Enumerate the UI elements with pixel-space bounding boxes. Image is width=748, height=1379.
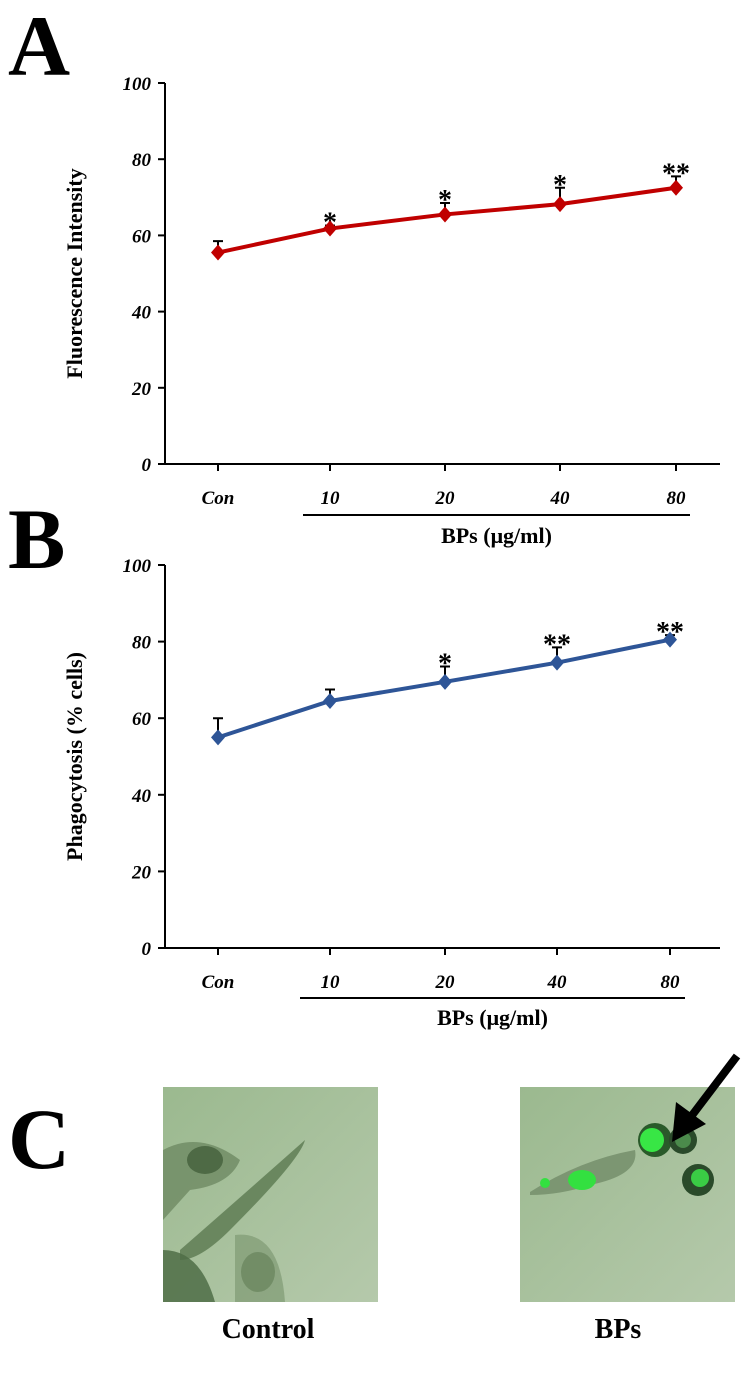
y-tick-label: 80 — [132, 633, 152, 654]
panel-label: C — [8, 1091, 70, 1187]
x-tick-label: 40 — [550, 488, 571, 509]
marker — [438, 206, 452, 223]
micrograph — [520, 1087, 735, 1302]
marker — [211, 729, 225, 746]
y-tick-label: 40 — [131, 786, 152, 807]
marker — [211, 244, 225, 261]
y-tick-label: 20 — [131, 379, 152, 400]
y-tick-label: 0 — [142, 455, 152, 476]
significance: * — [553, 170, 567, 201]
image-caption: Control — [222, 1314, 315, 1345]
arrow — [672, 1053, 741, 1142]
x-tick-label: 20 — [435, 972, 456, 993]
image-caption: BPs — [595, 1314, 642, 1345]
x-tick-label: Con — [202, 972, 235, 993]
x-tick-label: 80 — [667, 488, 687, 509]
y-tick-label: 60 — [132, 226, 152, 247]
x-group-label: BPs (μg/ml) — [437, 1005, 548, 1030]
y-axis-title: Phagocytosis (% cells) — [62, 652, 87, 861]
x-tick-label: 20 — [435, 488, 456, 509]
panel-label: B — [8, 491, 65, 587]
panel-label: A — [8, 0, 70, 94]
y-tick-label: 100 — [123, 556, 152, 577]
x-tick-label: 40 — [547, 972, 568, 993]
marker — [550, 654, 564, 671]
marker — [323, 220, 337, 237]
x-tick-label: Con — [202, 488, 235, 509]
micrograph — [163, 1087, 378, 1302]
y-tick-label: 80 — [132, 150, 152, 171]
marker — [669, 179, 683, 196]
marker — [663, 631, 677, 648]
x-tick-label: 10 — [321, 488, 341, 509]
y-tick-label: 20 — [131, 862, 152, 883]
significance: * — [438, 648, 452, 679]
marker — [553, 196, 567, 213]
x-group-label: BPs (μg/ml) — [441, 523, 552, 548]
marker — [323, 692, 337, 709]
significance: * — [438, 185, 452, 216]
y-tick-label: 100 — [123, 74, 152, 95]
y-tick-label: 40 — [131, 303, 152, 324]
y-axis-title: Fluorescence Intensity — [62, 168, 87, 378]
x-tick-label: 80 — [661, 972, 681, 993]
x-tick-label: 10 — [321, 972, 341, 993]
y-tick-label: 0 — [142, 939, 152, 960]
y-tick-label: 60 — [132, 709, 152, 730]
marker — [438, 673, 452, 690]
